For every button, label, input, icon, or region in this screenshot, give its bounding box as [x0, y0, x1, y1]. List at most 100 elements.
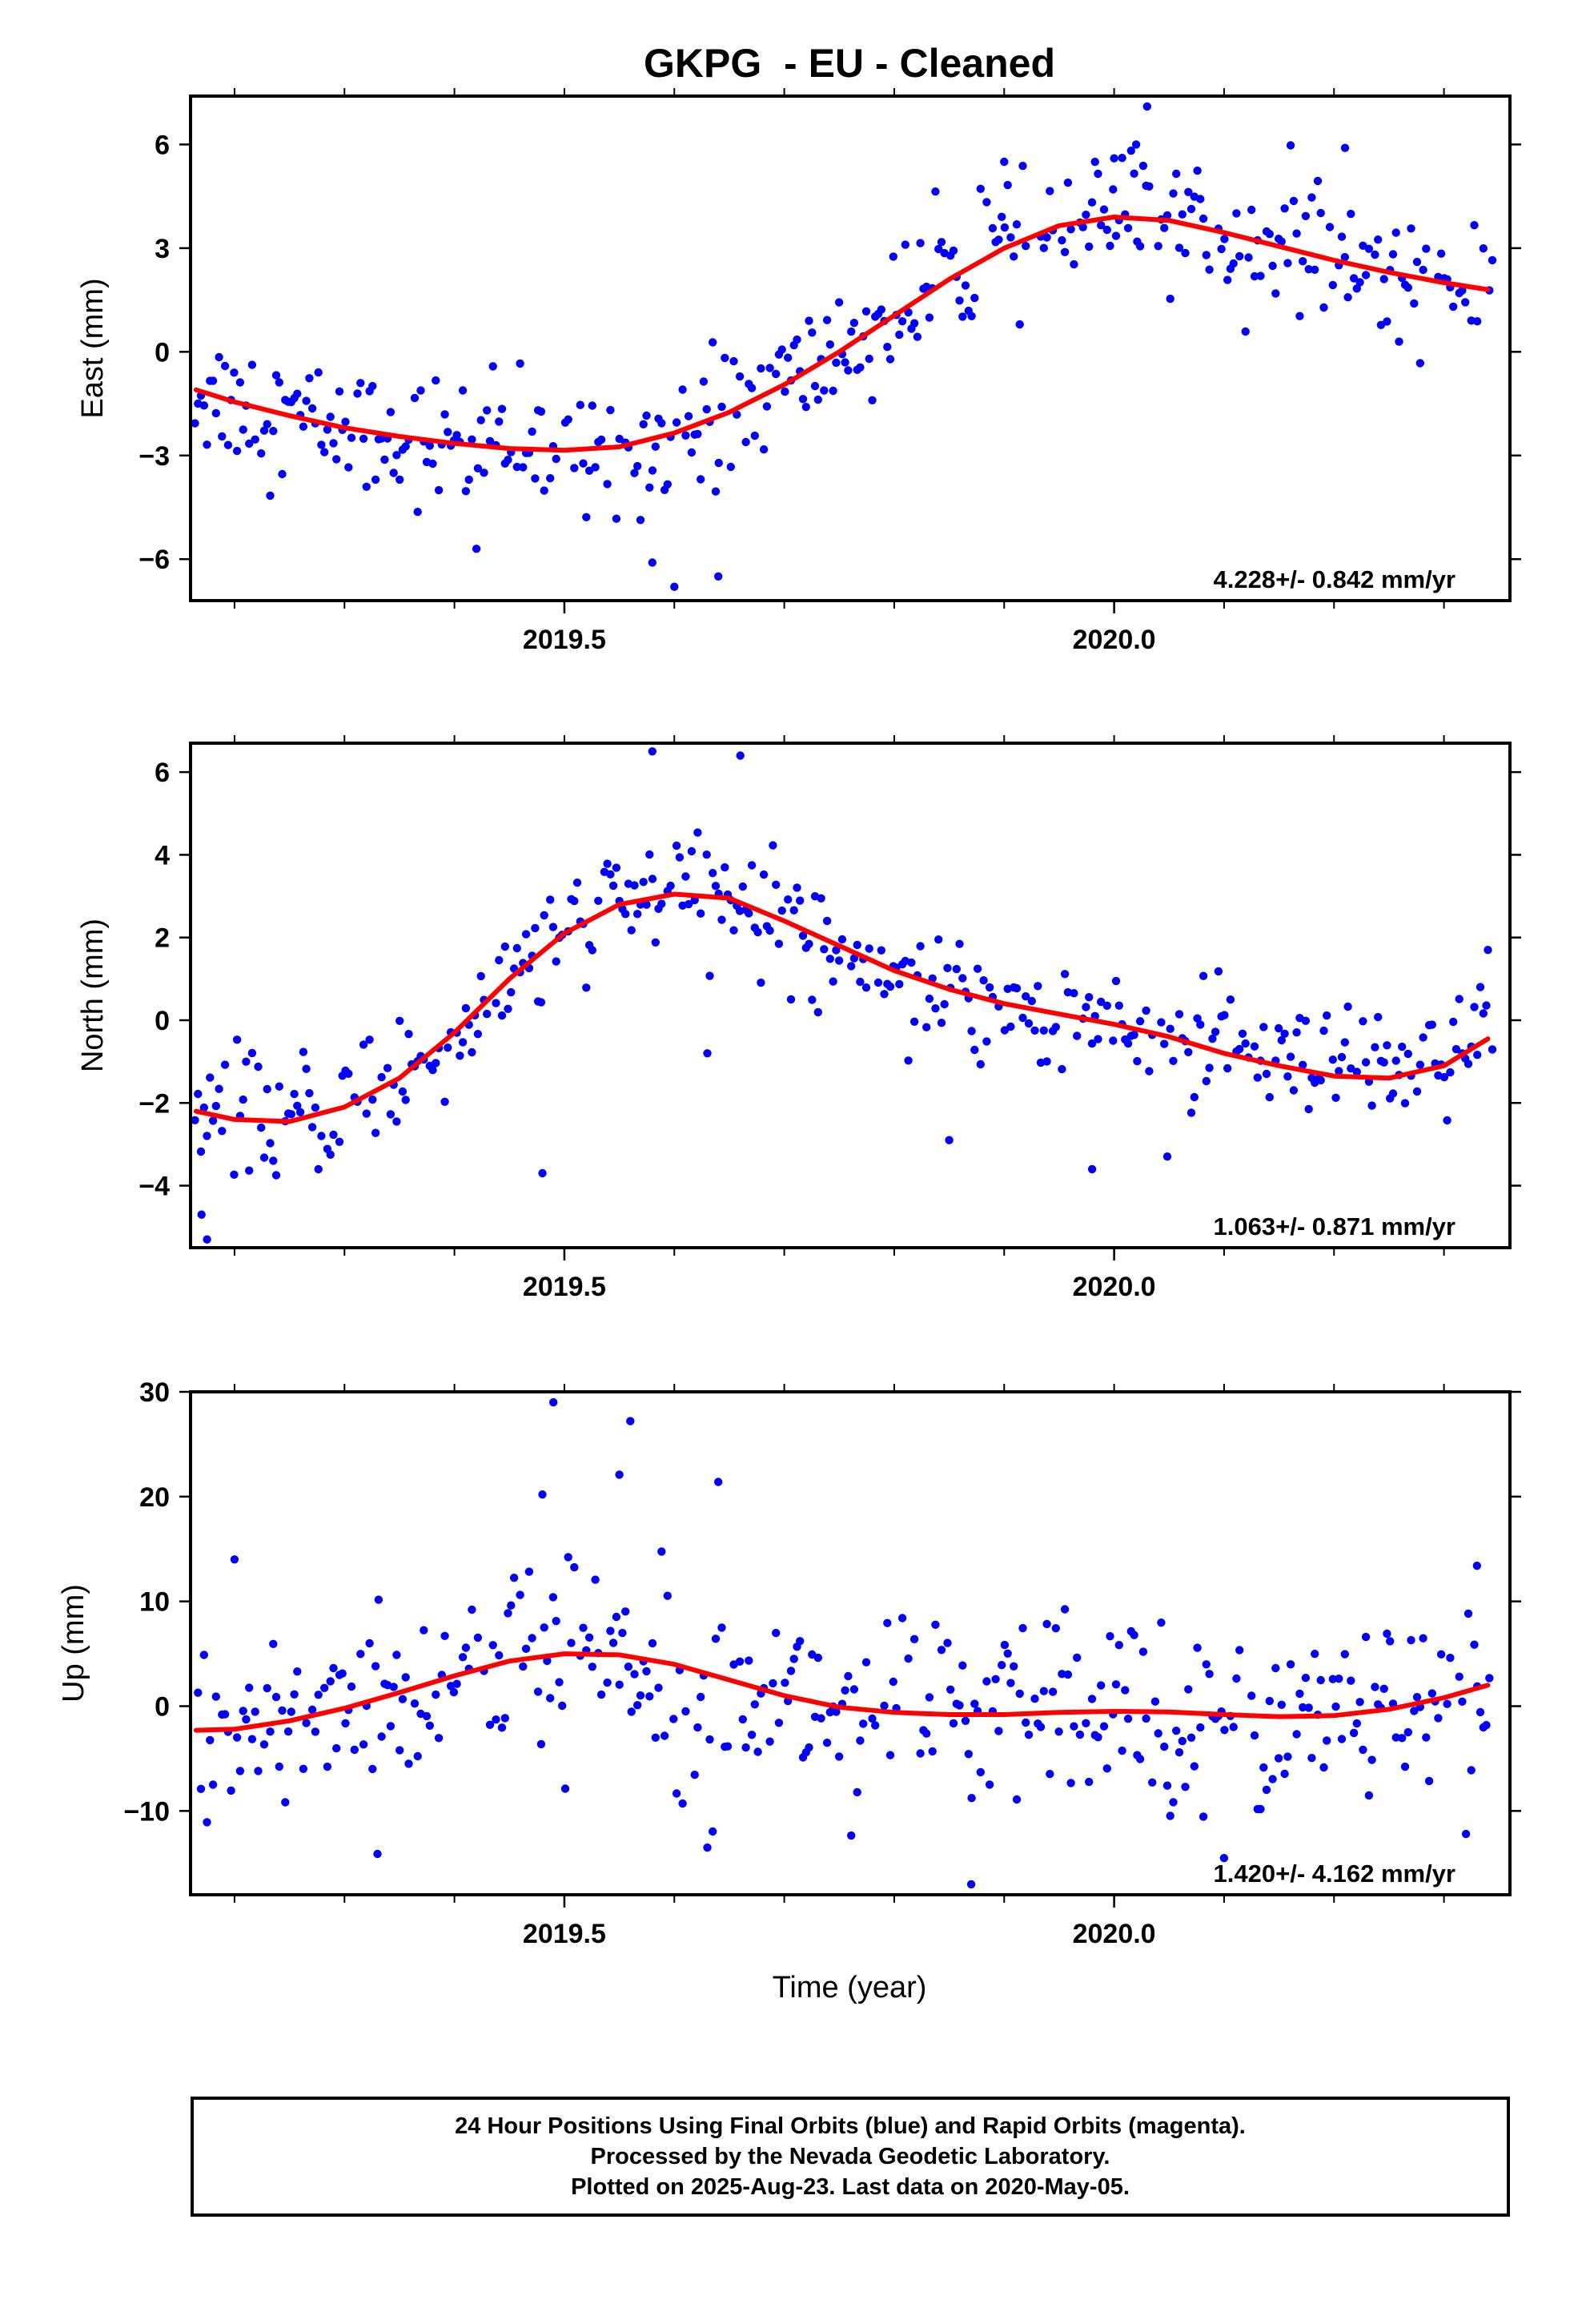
up-point [1361, 1632, 1371, 1642]
north-point [196, 1147, 206, 1156]
east-y-tick-label: −3 [139, 441, 170, 472]
north-point [546, 895, 555, 904]
up-point [1066, 1779, 1075, 1787]
up-point [350, 1745, 359, 1755]
up-point [1259, 1763, 1268, 1772]
north-point [458, 1038, 468, 1047]
up-point [548, 1593, 558, 1602]
up-point [1172, 1727, 1181, 1735]
east-point [444, 428, 452, 436]
east-point [1199, 214, 1208, 223]
north-point [1073, 1031, 1082, 1040]
up-point [1410, 1707, 1419, 1715]
east-point [1376, 320, 1386, 329]
up-point [753, 1747, 762, 1756]
east-point [368, 381, 377, 391]
up-point [1220, 1726, 1229, 1735]
east-point [401, 442, 410, 451]
up-point [1247, 1691, 1256, 1700]
north-point [702, 850, 711, 859]
north-point [837, 935, 847, 944]
up-point [781, 1679, 789, 1687]
up-point [765, 1737, 774, 1746]
east-point [1391, 228, 1400, 237]
east-point [1488, 255, 1497, 265]
east-point [335, 387, 344, 396]
north-point [753, 927, 762, 937]
up-point [813, 1653, 822, 1663]
east-point [1003, 180, 1012, 190]
east-point [564, 415, 572, 424]
up-point [579, 1623, 588, 1632]
up-point [1335, 1675, 1343, 1683]
east-point [988, 223, 998, 233]
north-point [220, 1060, 230, 1069]
north-point [1214, 967, 1223, 976]
up-point [868, 1714, 877, 1723]
east-y-tick-label: −6 [139, 545, 170, 575]
north-point [1398, 1042, 1407, 1051]
east-point [1205, 265, 1214, 274]
north-y-tick-label: −4 [139, 1172, 170, 1202]
north-point [1111, 976, 1121, 986]
east-point [389, 468, 398, 477]
up-point [904, 1654, 913, 1663]
east-point [362, 482, 371, 491]
north-point [849, 954, 859, 963]
east-point [909, 319, 919, 328]
north-point [1259, 1023, 1268, 1031]
east-point [223, 440, 233, 449]
north-point [552, 957, 560, 966]
north-point [793, 883, 801, 892]
east-point [1349, 274, 1359, 283]
east-point [307, 404, 317, 413]
east-point [1123, 223, 1133, 232]
east-point [1299, 257, 1307, 266]
up-point [1199, 1812, 1208, 1821]
up-point [1316, 1675, 1325, 1685]
east-point [801, 403, 810, 412]
up-point [1036, 1723, 1046, 1731]
up-point [507, 1601, 516, 1610]
up-point [817, 1714, 825, 1723]
up-point [401, 1673, 410, 1682]
north-point [805, 939, 813, 948]
north-point [359, 1040, 368, 1049]
east-point [1289, 196, 1299, 206]
north-point [302, 1064, 311, 1073]
up-point [958, 1661, 967, 1670]
up-point [220, 1710, 230, 1719]
east-point [341, 417, 350, 426]
up-point [772, 1628, 781, 1638]
north-point [738, 882, 747, 891]
east-point [1232, 209, 1241, 218]
up-point [275, 1762, 283, 1771]
up-point [982, 1677, 991, 1686]
north-point [796, 896, 805, 905]
north-point [314, 1164, 323, 1174]
up-point [1094, 1733, 1102, 1742]
north-point [1018, 1013, 1027, 1023]
east-point [1307, 193, 1316, 202]
east-point [913, 332, 922, 341]
north-point [1042, 1057, 1051, 1066]
north-point [386, 1110, 396, 1119]
east-point [329, 439, 338, 448]
east-point [813, 395, 822, 404]
up-point [235, 1767, 245, 1775]
up-y-tick-label: 10 [139, 1587, 170, 1618]
east-point [657, 419, 666, 428]
up-point [199, 1651, 208, 1659]
north-point [1220, 1011, 1229, 1019]
north-point [473, 1030, 483, 1039]
east-point [883, 343, 892, 352]
up-point [1205, 1670, 1214, 1679]
up-point [356, 1650, 365, 1659]
north-point [504, 1004, 512, 1014]
east-point [1060, 247, 1070, 256]
east-point [434, 485, 444, 495]
north-point [1012, 983, 1022, 993]
up-point [1299, 1703, 1307, 1712]
up-point [847, 1831, 856, 1840]
north-point [1087, 1039, 1097, 1048]
